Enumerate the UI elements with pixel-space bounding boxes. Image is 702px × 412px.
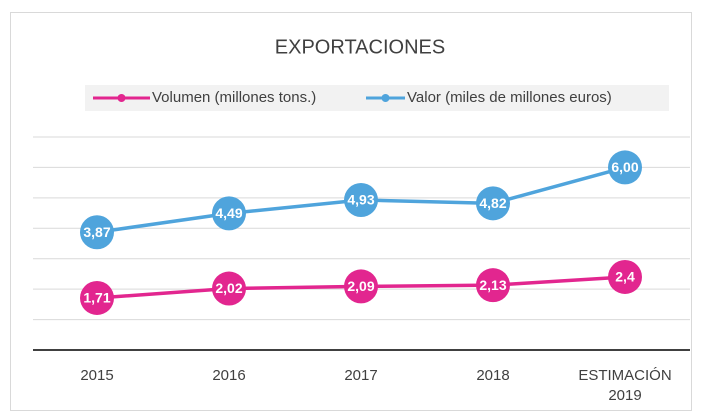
x-tick-label: 2015 [80,367,114,384]
legend-marker [117,94,126,102]
data-label: 2,02 [215,280,242,296]
data-point [344,269,378,304]
legend-label: Volumen (millones tons.) [152,89,316,106]
data-label: 6,00 [611,159,638,175]
data-label: 2,09 [347,278,374,294]
data-point [80,215,114,250]
data-label: 3,87 [83,224,110,240]
data-point [212,196,246,231]
x-tick-label: 2017 [344,367,378,384]
data-label: 4,93 [347,192,374,208]
x-tick-label: 2016 [212,367,246,384]
x-tick-label: ESTIMACIÓN 2019 [578,367,672,404]
data-point [212,271,246,306]
data-label: 1,71 [83,290,110,306]
chart-border [10,12,692,411]
data-point [608,259,642,294]
data-point [80,280,114,315]
data-label: 4,82 [479,195,506,211]
chart-title: EXPORTACIONES [275,36,445,58]
data-label: 4,49 [215,205,242,221]
data-point [608,150,642,185]
data-point [476,186,510,221]
data-point [344,182,378,217]
data-label: 2,13 [479,277,506,293]
legend-label: Valor (miles de millones euros) [407,89,612,106]
data-label: 2,4 [615,269,635,285]
legend-marker [381,94,390,102]
data-point [476,268,510,303]
x-tick-label: 2018 [476,367,510,384]
